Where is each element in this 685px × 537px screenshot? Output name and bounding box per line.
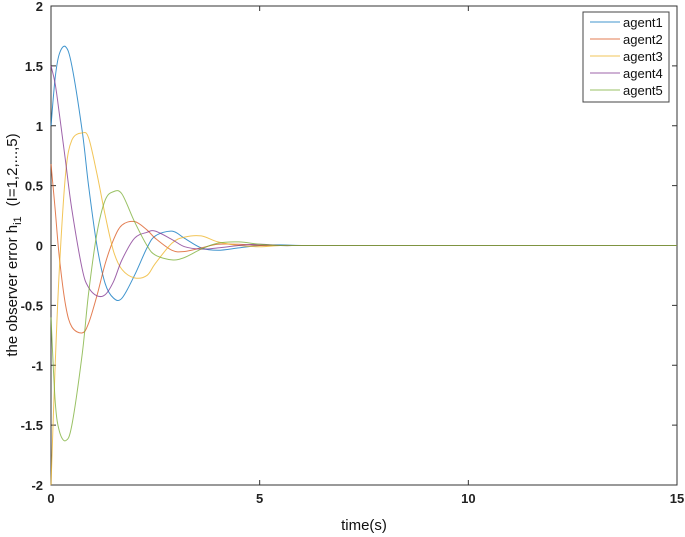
x-tick-label: 15 (670, 491, 684, 506)
y-tick-label: -1 (31, 358, 43, 373)
y-axis-title-suffix: (I=1,2,...,5) (4, 133, 21, 206)
y-tick-label: 0 (36, 239, 43, 254)
x-tick-label: 5 (256, 491, 263, 506)
y-tick-label: -2 (31, 478, 43, 493)
y-axis-title-subscript: i1 (12, 216, 24, 225)
y-axis-ticks: -2 -1.5 -1 -0.5 0 0.5 1 1.5 2 (21, 0, 677, 493)
series-line-agent5 (50, 190, 677, 442)
legend-label-agent2: agent2 (623, 32, 663, 47)
y-tick-label: -1.5 (21, 418, 43, 433)
y-tick-label: 0.5 (25, 179, 43, 194)
legend-label-agent3: agent3 (623, 49, 663, 64)
series-lines (50, 45, 677, 486)
legend-label-agent1: agent1 (623, 15, 663, 30)
y-axis-title-main: the observer error h (4, 225, 21, 357)
x-axis-title: time(s) (341, 517, 387, 534)
y-tick-label: 2 (36, 0, 43, 14)
legend: agent1 agent2 agent3 agent4 agent5 (582, 11, 670, 103)
x-tick-label: 0 (47, 491, 54, 506)
legend-label-agent5: agent5 (623, 83, 663, 98)
legend-box (582, 11, 670, 103)
x-axis-ticks: 0 5 10 15 (47, 6, 684, 506)
y-axis-title: the observer error hi1 (I=1,2,...,5) (4, 133, 24, 356)
y-tick-label: 1 (36, 119, 43, 134)
y-tick-label: -0.5 (21, 298, 43, 313)
x-tick-label: 10 (461, 491, 475, 506)
svg-text:the observer error hi1(I=1,2,.: the observer error hi1 (I=1,2,...,5) (4, 133, 24, 356)
y-tick-label: 1.5 (25, 59, 43, 74)
legend-label-agent4: agent4 (623, 66, 663, 81)
